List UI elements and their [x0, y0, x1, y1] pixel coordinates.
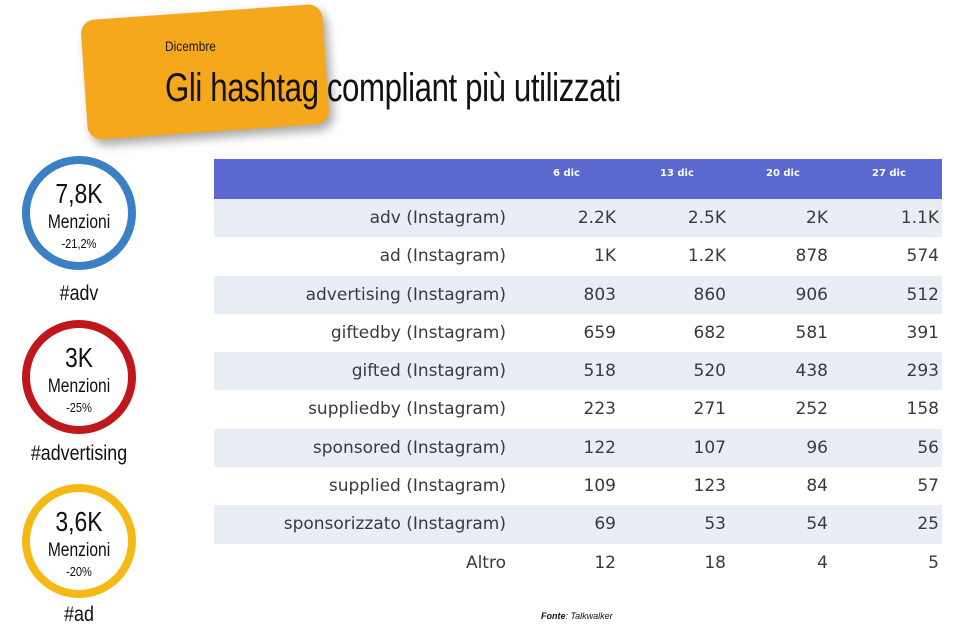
row-value: 122	[583, 437, 616, 458]
row-value: 271	[693, 399, 726, 420]
row-value: 1.2K	[687, 246, 726, 267]
column-header: 6 dic	[553, 168, 580, 179]
row-label: sponsorizzato (Instagram)	[283, 514, 506, 535]
row-value: 574	[906, 246, 939, 267]
row-value: 293	[906, 361, 939, 382]
stat-change: -20%	[66, 564, 92, 579]
table-row: giftedby (Instagram) 659 682 581 391	[214, 313, 942, 353]
table-row: gifted (Instagram) 518 520 438 293	[214, 352, 942, 391]
row-value: 512	[906, 284, 939, 305]
row-value: 682	[693, 322, 726, 343]
stat-label: Menzioni	[47, 376, 111, 397]
row-value: 223	[583, 399, 616, 420]
row-label: sponsored (Instagram)	[312, 437, 506, 458]
source-note: Fonte: Talkwalker	[541, 611, 613, 621]
row-value: 107	[693, 437, 726, 458]
page-kicker: Dicembre	[165, 38, 216, 54]
table-header: 6 dic 13 dic 20 dic 27 dic	[214, 159, 942, 199]
stat-label: Menzioni	[47, 540, 111, 561]
stat-value: 3K	[64, 342, 94, 373]
column-header: 13 dic	[660, 168, 694, 179]
source-label: Fonte	[541, 611, 566, 621]
stat-hashtag-advertising: #advertising	[30, 442, 128, 465]
table-body: adv (Instagram) 2.2K 2.5K 2K 1.1K ad (In…	[214, 199, 942, 582]
row-value: 57	[917, 476, 939, 497]
row-value: 659	[583, 322, 616, 343]
row-label: adv (Instagram)	[369, 208, 506, 228]
row-value: 1.1K	[900, 208, 939, 228]
row-label: ad (Instagram)	[379, 246, 506, 267]
row-value: 69	[594, 514, 616, 535]
stat-hashtag-adv: #adv	[59, 282, 99, 305]
row-label: suppliedby (Instagram)	[308, 399, 506, 420]
row-value: 803	[583, 284, 616, 305]
source-text: : Talkwalker	[565, 611, 613, 621]
row-label: advertising (Instagram)	[305, 284, 506, 305]
column-header: 20 dic	[766, 168, 800, 179]
row-value: 123	[693, 476, 726, 497]
table-row: sponsored (Instagram) 122 107 96 56	[214, 428, 942, 468]
row-value: 109	[583, 476, 616, 497]
table-row: ad (Instagram) 1K 1.2K 878 574	[214, 237, 942, 276]
table-row: Altro 12 18 4 5	[214, 543, 942, 582]
table-row: sponsorizzato (Instagram) 69 53 54 25	[214, 505, 942, 544]
row-value: 54	[806, 514, 828, 535]
table-row: advertising (Instagram) 803 860 906 512	[214, 275, 942, 314]
row-value: 53	[704, 514, 726, 535]
row-value: 2K	[806, 208, 828, 228]
stat-change: -25%	[66, 400, 92, 415]
row-label: gifted (Instagram)	[351, 361, 506, 382]
row-value: 438	[795, 361, 828, 382]
row-value: 96	[806, 437, 828, 458]
row-value: 878	[795, 246, 828, 267]
table-row: suppliedby (Instagram) 223 271 252 158	[214, 390, 942, 429]
stat-hashtag-ad: #ad	[64, 603, 94, 626]
row-value: 158	[906, 399, 939, 420]
hashtag-table: 6 dic 13 dic 20 dic 27 dic adv (Instagra…	[214, 159, 942, 582]
column-header: 27 dic	[872, 168, 906, 179]
table-row: supplied (Instagram) 109 123 84 57	[214, 467, 942, 506]
row-value: 518	[583, 361, 616, 382]
row-value: 520	[693, 361, 726, 382]
row-value: 56	[917, 437, 939, 458]
row-label: giftedby (Instagram)	[330, 322, 506, 343]
stat-change: -21,2%	[61, 236, 97, 251]
row-value: 252	[795, 399, 828, 420]
row-value: 12	[594, 552, 616, 573]
row-value: 4	[817, 552, 828, 573]
row-value: 5	[928, 552, 939, 573]
stat-label: Menzioni	[47, 212, 111, 233]
row-label: Altro	[465, 552, 506, 573]
row-value: 860	[693, 284, 726, 305]
stat-value: 3,6K	[55, 506, 103, 537]
row-value: 18	[704, 552, 726, 573]
row-value: 906	[795, 284, 828, 305]
stat-value: 7,8K	[55, 178, 103, 209]
stat-circle-advertising: 3K Menzioni -25%	[22, 320, 136, 434]
row-label: supplied (Instagram)	[328, 476, 506, 497]
row-value: 581	[795, 322, 828, 343]
row-value: 391	[906, 322, 939, 343]
table-row: adv (Instagram) 2.2K 2.5K 2K 1.1K	[214, 199, 942, 238]
stat-circle-ad: 3,6K Menzioni -20%	[22, 484, 136, 598]
row-value: 2.5K	[687, 208, 726, 228]
row-value: 25	[917, 514, 939, 535]
row-value: 84	[806, 476, 828, 497]
row-value: 1K	[594, 246, 616, 267]
stat-circle-adv: 7,8K Menzioni -21,2%	[22, 156, 136, 270]
row-value: 2.2K	[577, 208, 616, 228]
page-title: Gli hashtag compliant più utilizzati	[165, 66, 621, 110]
